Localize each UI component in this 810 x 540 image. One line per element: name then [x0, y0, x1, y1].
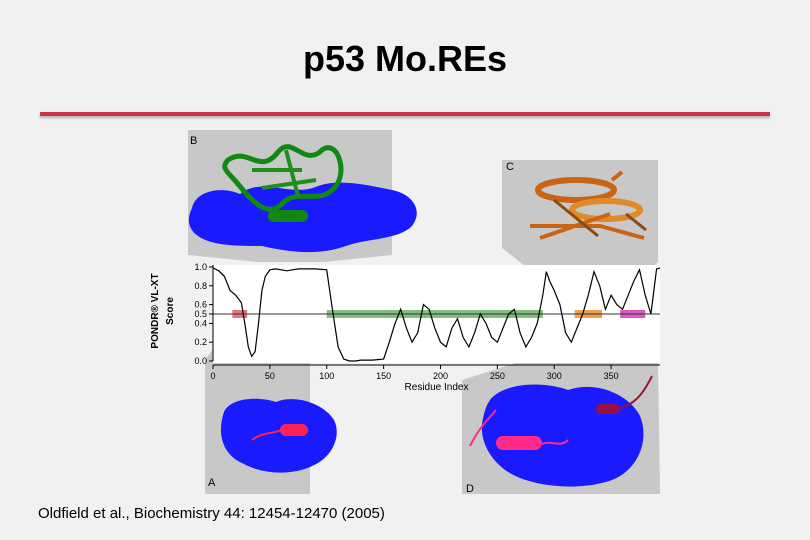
x-tick-label: 300	[547, 371, 562, 381]
panel-label-A: A	[208, 477, 216, 489]
ribbon-B	[222, 144, 344, 212]
slide-title: p53 Mo.REs	[302, 38, 508, 79]
helix-A	[280, 424, 308, 436]
x-tick-label: 50	[265, 371, 275, 381]
helix-C-1	[535, 177, 617, 203]
panel-label-C: C	[506, 161, 514, 173]
y-tick-label: 0.8	[194, 281, 207, 291]
x-tick-label: 200	[433, 371, 448, 381]
y-axis-label-line2: Score	[165, 297, 176, 325]
y-tick-label: 0.6	[194, 300, 207, 310]
loop-D-2	[619, 375, 653, 409]
disorder-chart: 0.0 0.2 0.40.50.6 0.8 1.0 0 50 100 150 200 250 300 3…	[150, 262, 661, 393]
citation: Oldfield et al., Biochemistry 44: 12454-…	[38, 505, 385, 522]
surface-A	[220, 398, 337, 473]
y-axis-label-line1: PONDR® VL-XT	[150, 273, 161, 348]
disorder-score-line	[212, 267, 661, 362]
helix-D-1	[496, 436, 542, 450]
panel-label-B: B	[190, 135, 197, 147]
strand-C	[530, 170, 645, 240]
y-tick-label: 1.0	[194, 262, 207, 272]
y-tick-label: 0.4	[194, 318, 207, 328]
structure-panel-D	[469, 375, 653, 487]
structure-panel-A	[220, 398, 337, 473]
y-tick-label: 0.0	[194, 356, 207, 366]
loop-D	[469, 409, 569, 447]
title-underline	[40, 112, 770, 116]
ribbon-B-2	[252, 149, 317, 197]
y-tick-label: 0.2	[194, 337, 207, 347]
structure-panel-C	[530, 170, 647, 240]
x-axis-label: Residue Index	[405, 382, 469, 393]
strand-C-2	[553, 198, 647, 238]
y-tick-label: 0.5	[194, 309, 207, 319]
x-tick-label: 0	[210, 371, 215, 381]
x-tick-label: 100	[319, 371, 334, 381]
x-tick-label: 250	[490, 371, 505, 381]
helix-D-2	[596, 404, 620, 414]
panel-label-D: D	[466, 483, 474, 495]
helix-B	[268, 210, 308, 222]
structure-panel-B	[188, 144, 417, 253]
helix-C-2	[569, 198, 643, 222]
x-tick-label: 350	[604, 371, 619, 381]
x-tick-label: 150	[376, 371, 391, 381]
loop-A	[251, 429, 283, 441]
